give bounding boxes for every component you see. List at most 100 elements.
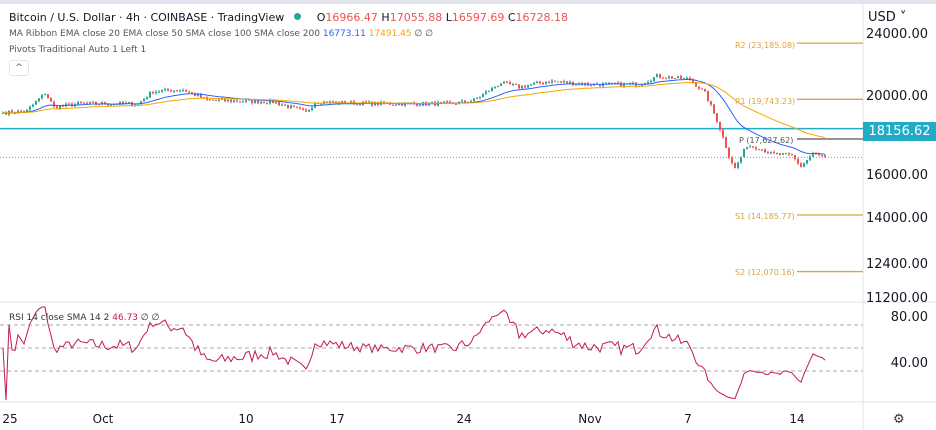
candle-body (251, 99, 253, 103)
gear-icon[interactable]: ⚙ (893, 412, 905, 427)
price-tick: 16000.00 (865, 168, 928, 183)
candle-body (488, 91, 490, 93)
candle-body (305, 109, 307, 112)
candle-body (662, 77, 664, 79)
candle-body (734, 163, 736, 168)
candle-body (92, 101, 94, 103)
candle-body (368, 101, 370, 103)
candle-body (698, 86, 700, 89)
candle-body (527, 85, 529, 88)
candle-body (650, 80, 652, 82)
candle-body (671, 76, 673, 79)
candle-body (614, 82, 616, 84)
candle-body (470, 101, 472, 103)
pivot-r2-label: R2 (23,185.08) (735, 41, 796, 50)
candle-body (14, 112, 16, 114)
candle-body (653, 77, 655, 81)
symbol-legend[interactable]: Bitcoin / U.S. Dollar · 4h · COINBASE · … (9, 11, 568, 24)
candle-body (806, 160, 808, 164)
candle-body (773, 151, 775, 153)
price-tick: 12400.00 (865, 257, 928, 272)
candle-body (605, 83, 607, 85)
candle-body (464, 100, 466, 103)
candle-body (158, 91, 160, 93)
candle-body (551, 80, 553, 83)
candle-body (332, 101, 334, 103)
candle-body (302, 108, 304, 110)
candle-body (440, 102, 442, 104)
candle-body (725, 137, 727, 148)
candle-body (284, 104, 286, 106)
candle-body (494, 86, 496, 88)
time-tick: 25 (2, 412, 18, 426)
candle-body (566, 81, 568, 84)
candle-body (632, 82, 634, 84)
candle-body (569, 81, 571, 84)
candle-body (50, 98, 52, 102)
candle-body (791, 154, 793, 156)
pivots-legend[interactable]: Pivots Traditional Auto 1 Left 1 (9, 45, 147, 55)
candle-body (506, 81, 508, 83)
time-tick: 17 (329, 412, 345, 426)
candle-body (146, 97, 148, 100)
rsi-legend[interactable]: RSI 14 close SMA 14 2 46.73 ∅ ∅ (9, 313, 159, 323)
candle-body (710, 101, 712, 105)
candle-body (416, 103, 418, 106)
price-tick: 20000.00 (865, 89, 928, 104)
candle-body (656, 74, 658, 78)
candle-body (44, 94, 46, 96)
ma-ribbon-legend[interactable]: MA Ribbon EMA close 20 EMA close 50 SMA … (9, 29, 433, 39)
candle-body (38, 98, 40, 102)
candle-body (623, 83, 625, 87)
candle-body (776, 152, 778, 154)
rsi-sma-value: ∅ (140, 313, 149, 323)
rsi-label: RSI 14 close SMA 14 2 (9, 313, 110, 323)
candle-body (32, 104, 34, 107)
close-label: C (507, 11, 516, 24)
candle-body (722, 130, 724, 138)
candle-body (497, 85, 499, 87)
candle-body (182, 89, 184, 91)
candle-body (704, 89, 706, 92)
candle-body (557, 81, 559, 83)
candle-body (68, 103, 70, 105)
candle-body (701, 88, 703, 90)
candle-body (473, 98, 475, 102)
candle-body (98, 104, 100, 106)
candle-body (524, 85, 526, 88)
candle-body (620, 82, 622, 87)
candle-body (263, 101, 265, 104)
currency-selector[interactable]: USD ˅ (868, 10, 906, 25)
candle-body (536, 81, 538, 83)
candle-body (215, 100, 217, 102)
candle-body (491, 87, 493, 92)
candle-body (758, 149, 760, 151)
candle-body (674, 78, 676, 80)
candle-body (212, 99, 214, 101)
candle-body (20, 110, 22, 112)
candle-body (731, 157, 733, 164)
candle-body (287, 105, 289, 108)
time-tick: 14 (789, 412, 805, 426)
candle-body (143, 99, 145, 102)
candle-body (446, 101, 448, 103)
candle-body (254, 100, 256, 103)
candle-body (77, 101, 79, 105)
candle-body (611, 82, 613, 84)
time-tick: Oct (92, 412, 114, 426)
candle-body (512, 84, 514, 86)
chevron-up-icon[interactable]: ^ (9, 60, 29, 76)
candle-body (590, 85, 592, 87)
candle-body (716, 113, 718, 122)
candle-body (713, 104, 715, 114)
candle-body (707, 91, 709, 102)
candle-body (311, 107, 313, 111)
chart-canvas[interactable] (0, 4, 936, 430)
candle-body (728, 147, 730, 158)
candle-body (104, 102, 106, 105)
candle-body (680, 76, 682, 79)
candle-body (107, 104, 109, 106)
candle-body (818, 153, 820, 155)
time-tick: 7 (684, 412, 692, 426)
